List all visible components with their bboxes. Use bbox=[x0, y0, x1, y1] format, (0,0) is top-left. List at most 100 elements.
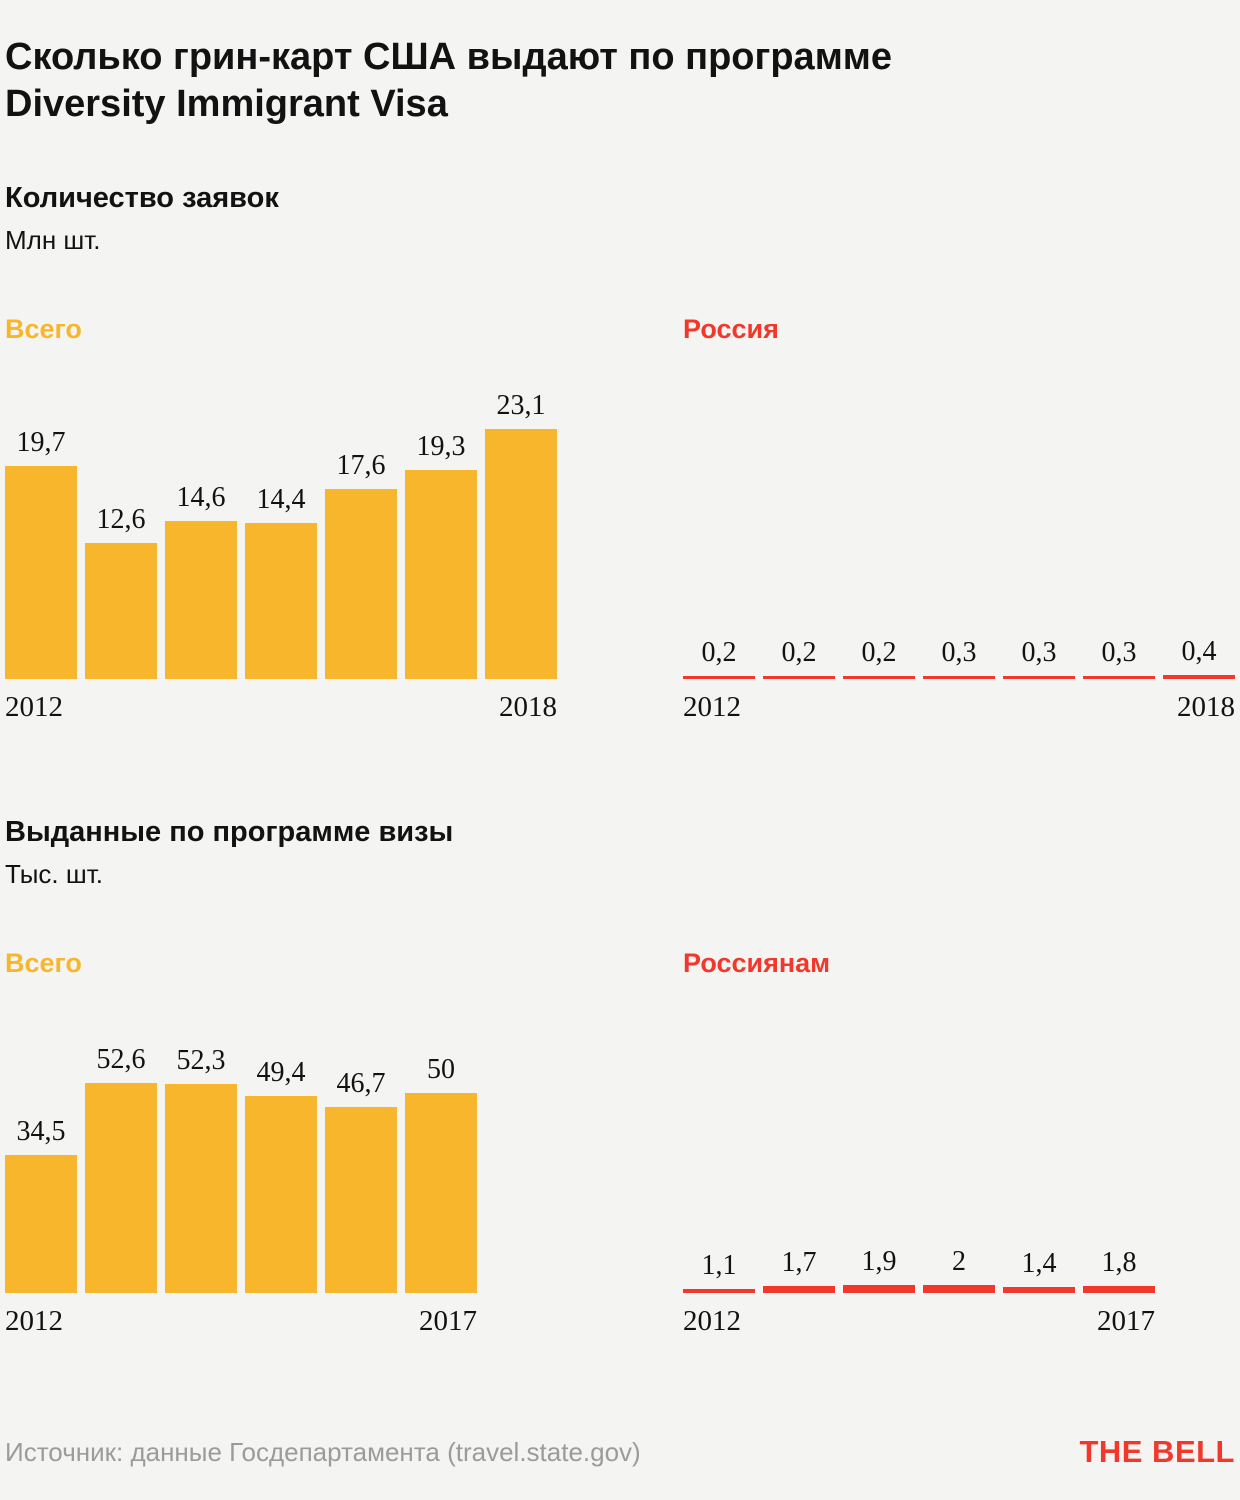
x-axis-applications-total: 2012 2018 bbox=[5, 691, 557, 724]
chart-panel-applications-total: Всего 19,7 12,6 14,6 14,4 17,6 19,3 23,1 2012 … bbox=[5, 314, 557, 724]
chart-panel-applications-russia: Россия 0,2 0,2 0,2 0,3 0,3 0,3 0,4 2012 2018 bbox=[683, 314, 1235, 724]
bar-value-label: 19,3 bbox=[416, 431, 466, 463]
bar-value-label: 0,3 bbox=[941, 637, 977, 669]
page-title: Сколько грин-карт США выдают по программ… bbox=[5, 34, 1235, 128]
x-axis-start-year: 2012 bbox=[683, 691, 741, 724]
chart-panel-visas-total: Всего 34,5 52,6 52,3 49,4 46,7 50 2012 2017 bbox=[5, 948, 557, 1338]
chart-title-total: Всего bbox=[5, 314, 82, 345]
bar bbox=[325, 489, 397, 680]
bar-column: 0,3 bbox=[923, 637, 995, 680]
bar-chart-visas-total: 34,5 52,6 52,3 49,4 46,7 50 bbox=[5, 1013, 477, 1294]
bar-value-label: 23,1 bbox=[496, 390, 546, 422]
bar-column: 0,3 bbox=[1003, 637, 1075, 680]
bar-value-label: 14,6 bbox=[176, 482, 226, 514]
section-visas: Выданные по программе визы Тыс. шт. Всег… bbox=[5, 816, 1235, 1338]
bar-column: 1,4 bbox=[1003, 1248, 1075, 1294]
bar-column: 0,4 bbox=[1163, 636, 1235, 680]
bar-column: 0,2 bbox=[843, 637, 915, 680]
bar-chart-visas-russians: 1,1 1,7 1,9 2 1,4 1,8 bbox=[683, 1013, 1155, 1294]
bar bbox=[1083, 676, 1155, 680]
bar bbox=[763, 1286, 835, 1294]
page-title-line2: Diversity Immigrant Visa bbox=[5, 83, 448, 126]
bar bbox=[923, 676, 995, 680]
bar-value-label: 52,6 bbox=[96, 1044, 146, 1076]
bar-chart-applications-total: 19,7 12,6 14,6 14,4 17,6 19,3 23,1 bbox=[5, 379, 557, 680]
bar-column: 46,7 bbox=[325, 1068, 397, 1294]
bar-value-label: 0,2 bbox=[861, 637, 897, 669]
chart-title-total: Всего bbox=[5, 948, 82, 979]
bar-column: 49,4 bbox=[245, 1057, 317, 1294]
chart-title-russians: Россиянам bbox=[683, 948, 831, 979]
bar-value-label: 1,9 bbox=[861, 1246, 897, 1278]
x-axis-end-year: 2017 bbox=[419, 1305, 477, 1338]
bar bbox=[683, 1289, 755, 1294]
bar bbox=[85, 1083, 157, 1294]
bar bbox=[245, 523, 317, 680]
bar bbox=[683, 676, 755, 680]
bar-value-label: 46,7 bbox=[336, 1068, 386, 1100]
section-applications-heading: Количество заявок bbox=[5, 182, 279, 215]
bar bbox=[1083, 1286, 1155, 1294]
the-bell-logo: THE BELL bbox=[1079, 1434, 1235, 1469]
footer: Источник: данные Госдепартамента (travel… bbox=[5, 1434, 1235, 1470]
bar-column: 1,8 bbox=[1083, 1247, 1155, 1294]
chart-title-russia: Россия bbox=[683, 314, 779, 345]
applications-charts-row: Всего 19,7 12,6 14,6 14,4 17,6 19,3 23,1 2012 … bbox=[5, 314, 1235, 724]
x-axis-visas-total: 2012 2017 bbox=[5, 1305, 477, 1338]
bar-column: 12,6 bbox=[85, 504, 157, 680]
x-axis-end-year: 2017 bbox=[1097, 1305, 1155, 1338]
bar-value-label: 34,5 bbox=[16, 1116, 66, 1148]
bar-chart-applications-russia: 0,2 0,2 0,2 0,3 0,3 0,3 0,4 bbox=[683, 379, 1235, 680]
bar bbox=[485, 429, 557, 680]
bar-value-label: 52,3 bbox=[176, 1045, 226, 1077]
bar bbox=[85, 543, 157, 680]
bar bbox=[405, 1093, 477, 1294]
section-visas-units: Тыс. шт. bbox=[5, 859, 103, 890]
page-title-line1: Сколько грин-карт США выдают по программ… bbox=[5, 36, 893, 78]
bar-value-label: 50 bbox=[427, 1054, 455, 1086]
section-applications-units: Млн шт. bbox=[5, 225, 101, 256]
x-axis-start-year: 2012 bbox=[5, 691, 63, 724]
bar-value-label: 1,4 bbox=[1021, 1248, 1057, 1280]
bar-value-label: 0,3 bbox=[1021, 637, 1057, 669]
bar bbox=[165, 521, 237, 680]
bar-column: 50 bbox=[405, 1054, 477, 1294]
x-axis-visas-russians: 2012 2017 bbox=[683, 1305, 1155, 1338]
bar bbox=[165, 1084, 237, 1294]
bar-value-label: 1,1 bbox=[701, 1250, 737, 1282]
x-axis-applications-russia: 2012 2018 bbox=[683, 691, 1235, 724]
bar-column: 14,4 bbox=[245, 484, 317, 680]
bar-column: 0,2 bbox=[683, 637, 755, 680]
bar-value-label: 12,6 bbox=[96, 504, 146, 536]
bar bbox=[923, 1285, 995, 1294]
section-applications: Количество заявок Млн шт. Всего 19,7 12,6… bbox=[5, 182, 1235, 724]
x-axis-start-year: 2012 bbox=[5, 1305, 63, 1338]
bar-value-label: 19,7 bbox=[16, 427, 66, 459]
bar bbox=[1003, 676, 1075, 680]
bar-value-label: 1,7 bbox=[781, 1247, 817, 1279]
bar-value-label: 0,2 bbox=[781, 637, 817, 669]
bar-column: 0,3 bbox=[1083, 637, 1155, 680]
bar-column: 52,3 bbox=[165, 1045, 237, 1294]
bar-value-label: 0,2 bbox=[701, 637, 737, 669]
bar-column: 2 bbox=[923, 1246, 995, 1294]
bar-value-label: 1,8 bbox=[1101, 1247, 1137, 1279]
bar-value-label: 49,4 bbox=[256, 1057, 306, 1089]
bar-value-label: 17,6 bbox=[336, 450, 386, 482]
x-axis-end-year: 2018 bbox=[1177, 691, 1235, 724]
x-axis-start-year: 2012 bbox=[683, 1305, 741, 1338]
bar bbox=[325, 1107, 397, 1294]
section-visas-heading: Выданные по программе визы bbox=[5, 816, 454, 849]
bar bbox=[843, 1285, 915, 1294]
x-axis-end-year: 2018 bbox=[499, 691, 557, 724]
bar bbox=[1163, 675, 1235, 680]
bar-column: 0,2 bbox=[763, 637, 835, 680]
bar-column: 19,3 bbox=[405, 431, 477, 680]
bar bbox=[843, 676, 915, 680]
bar-column: 1,1 bbox=[683, 1250, 755, 1294]
bar bbox=[1003, 1287, 1075, 1294]
bar-column: 23,1 bbox=[485, 390, 557, 680]
bar-column: 17,6 bbox=[325, 450, 397, 680]
bar-value-label: 14,4 bbox=[256, 484, 306, 516]
